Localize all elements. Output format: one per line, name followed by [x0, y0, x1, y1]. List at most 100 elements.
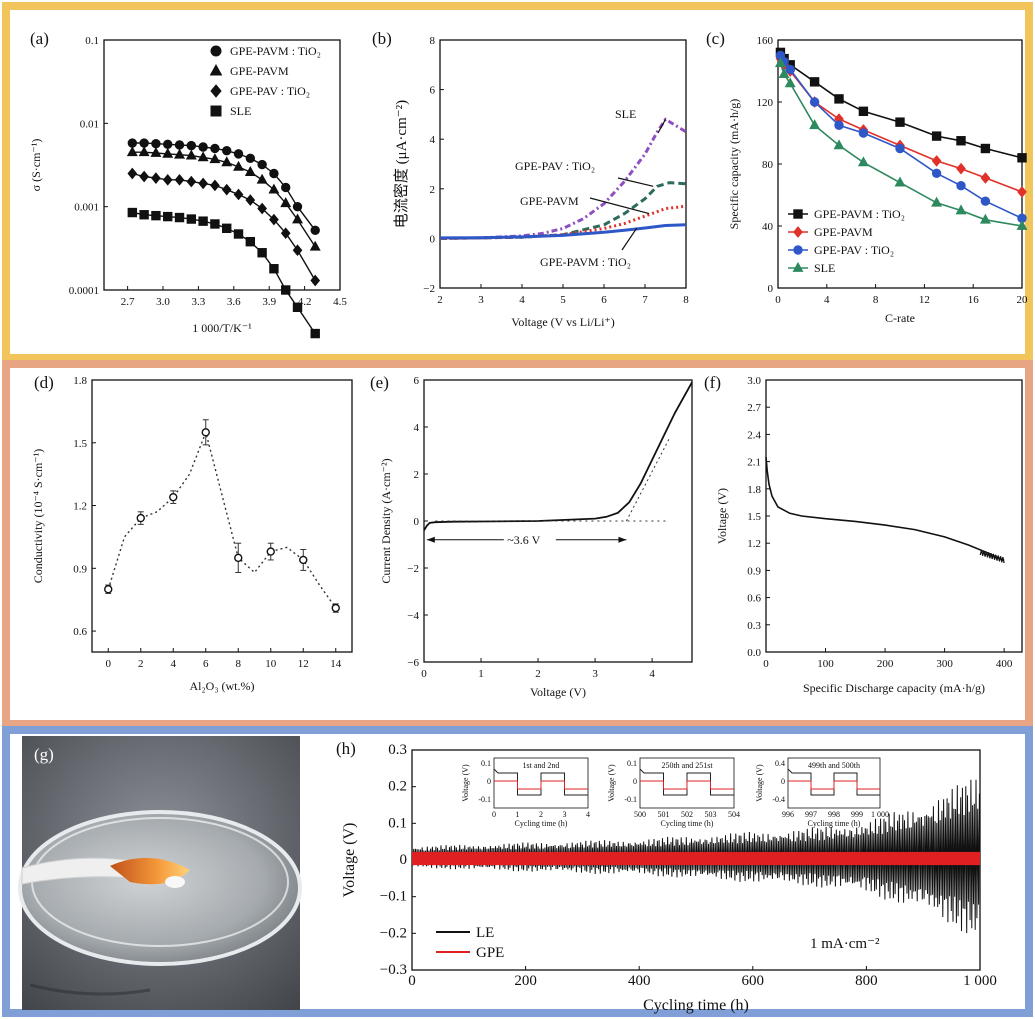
inset-title: 1st and 2nd: [523, 761, 560, 770]
data-point: [198, 177, 208, 190]
data-point: [778, 68, 790, 78]
inset-y-tick-label: -0.1: [478, 795, 491, 804]
data-point: [956, 136, 966, 146]
data-point: [104, 585, 113, 594]
legend-marker-1: [209, 63, 223, 76]
data-point: [956, 162, 966, 175]
data-point: [269, 168, 279, 179]
inset-x-tick-label: 999: [851, 810, 863, 819]
legend-marker-0: [210, 45, 222, 57]
plot-frame: [91, 379, 353, 653]
x-tick-label: 200: [514, 973, 537, 989]
data-point: [185, 149, 197, 160]
chart-f: 0 100 200 300 400 0.0 0.3 0.6 0.9 1.2 1.5 1.8 2.1 2.4…: [715, 375, 1023, 695]
data-point: [162, 147, 174, 158]
x-tick-label: 100: [817, 658, 834, 670]
legend-marker-0: [793, 209, 803, 219]
panel-label-e: (e): [370, 373, 389, 392]
y-tick-label: 6: [414, 375, 420, 387]
data-point: [126, 146, 138, 157]
x-tick-label: 6: [203, 658, 209, 670]
current-density-note: 1 mA·cm⁻²: [810, 936, 880, 952]
chart-e: 0 1 2 3 4 −6 −4 −2 0 2 4 6 Voltage (V) Current Densit…: [379, 375, 693, 699]
inset-x-tick-label: 502: [681, 810, 693, 819]
x-axis-label: Voltage (V vs Li/Li⁺): [511, 315, 615, 329]
data-point: [858, 106, 869, 116]
chart-c: 0 4 8 12 16 20 0 40 80 120 160 C-rate Specific capac…: [727, 35, 1028, 325]
x-tick-label: 200: [877, 658, 894, 670]
data-point: [931, 131, 942, 141]
y-tick-label: −0.2: [380, 925, 407, 941]
y-tick-label: 4: [414, 422, 420, 434]
chart-h: 0 200 400 600 800 1 000−0.3−0.2−0.100.10.20.3…: [341, 742, 997, 1014]
series-line-0: [132, 142, 316, 231]
x-tick-label: 400: [996, 658, 1013, 670]
y-axis-label: Specific capacity (mA·h/g): [727, 99, 741, 230]
legend-label-3: SLE: [230, 104, 251, 118]
data-point: [256, 173, 268, 184]
data-point: [809, 119, 821, 130]
frame-middle: [2, 360, 1033, 728]
x-tick-label: 6: [601, 294, 607, 306]
inset-x-tick-label: 4: [586, 810, 590, 819]
data-point: [785, 64, 795, 75]
legend-marker-2: [210, 84, 222, 98]
annotation-label-1: GPE-PAV : TiO₂: [515, 159, 595, 173]
data-point: [139, 170, 149, 183]
x-tick-label: 4: [519, 294, 525, 306]
inset-gpe-trace: [788, 780, 880, 790]
y-tick-label: 0.1: [85, 35, 99, 47]
data-point: [174, 173, 185, 186]
inset-x-tick-label: 500: [634, 810, 646, 819]
inset-y-label: Voltage (V): [755, 764, 764, 802]
x-tick-label: 4: [649, 668, 655, 680]
data-point: [269, 264, 279, 274]
y-tick-label: 1.8: [73, 375, 87, 387]
y-tick-label: 1.8: [747, 484, 761, 496]
series-line-3: [439, 223, 687, 240]
legend-label-0: GPE-PAVM : TiO₂: [230, 44, 321, 58]
inset-y-label: Voltage (V): [607, 764, 616, 802]
series-line-0: [423, 381, 693, 531]
data-point: [222, 223, 232, 234]
data-point: [834, 120, 844, 130]
data-point: [151, 172, 161, 184]
data-point: [233, 149, 244, 159]
data-point: [331, 603, 340, 613]
data-point: [233, 160, 244, 171]
x-axis-label: Al₂O₃ (wt.%): [189, 679, 254, 693]
y-axis-label: Conductivity (10⁻⁴ S·cm⁻¹): [31, 449, 45, 583]
inset-x-label: Cycling time (h): [661, 819, 714, 828]
data-point: [281, 182, 291, 193]
data-point: [245, 236, 256, 247]
data-point: [201, 428, 210, 437]
series-noise-tail: [979, 549, 1005, 564]
inset-y-label: Voltage (V): [461, 764, 470, 802]
data-point: [245, 153, 256, 164]
data-point: [163, 139, 173, 150]
inset-y-tick-label: -0.4: [772, 795, 785, 804]
inset-x-tick-label: 501: [658, 810, 670, 819]
charts-layer: 2.7 3.0 3.3 3.6 3.9 4.2 4.50.00010.0010.010.11…: [29, 35, 1028, 1014]
x-tick-label: 2: [437, 294, 443, 306]
legend-label-0: LE: [476, 925, 494, 941]
annotation-label-2: GPE-PAVM: [520, 194, 579, 208]
data-point: [931, 196, 943, 207]
inset-x-tick-label: 996: [782, 810, 794, 819]
inset-x-tick-label: 0: [492, 810, 496, 819]
annotation-label-3: GPE-PAVM : TiO₂: [540, 255, 631, 269]
data-point: [186, 175, 197, 188]
x-tick-label: 10: [265, 658, 277, 670]
panel-label-g: (g): [34, 745, 54, 764]
data-point: [151, 210, 161, 221]
y-axis-label: Current Density (A·cm⁻²): [379, 458, 393, 583]
data-point: [310, 274, 321, 287]
data-point: [834, 94, 844, 104]
x-tick-label: 1: [478, 668, 484, 680]
y-tick-label: 2.4: [747, 429, 761, 441]
plot-frame: [103, 39, 341, 291]
data-point: [979, 213, 991, 224]
voltage-window-label: ~3.6 V: [507, 533, 540, 547]
x-tick-label: 8: [683, 294, 689, 306]
x-tick-label: 7: [642, 294, 648, 306]
